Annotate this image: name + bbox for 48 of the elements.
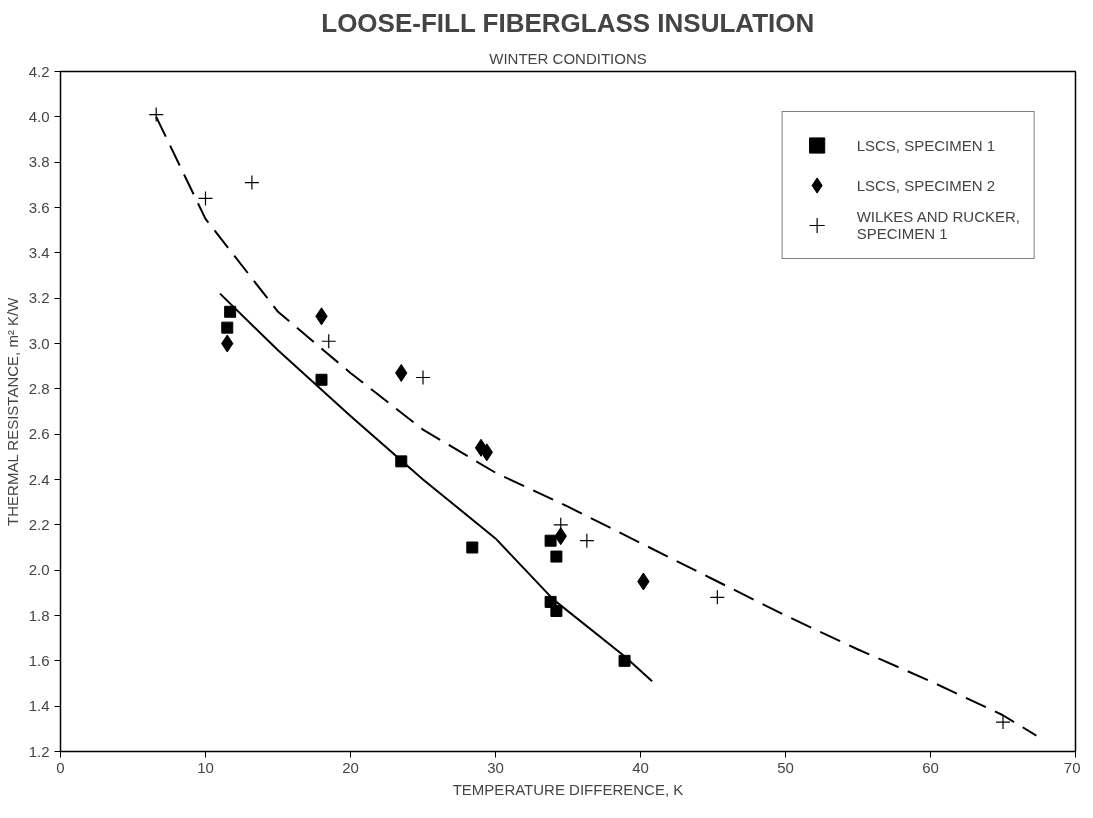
point [415, 369, 431, 386]
y-tick-label: 4.0 [28, 107, 50, 125]
y-tick-label: 3.0 [28, 334, 50, 352]
y-axis-title: THERMAL RESISTANCE, m² K/W [3, 296, 21, 526]
y-tick-label: 4.2 [28, 62, 50, 80]
point [197, 190, 214, 207]
point [221, 321, 234, 334]
x-tick-label: 20 [342, 758, 359, 776]
point [995, 714, 1011, 730]
point [550, 550, 563, 563]
x-tick-label: 70 [1063, 758, 1081, 776]
point [618, 654, 631, 667]
y-tick-label: 2.0 [28, 561, 50, 579]
y-tick-label: 3.8 [28, 153, 50, 171]
y-tick-label: 2.2 [28, 515, 50, 533]
point [709, 589, 725, 605]
x-tick-label: 30 [487, 758, 504, 776]
x-axis-title: TEMPERATURE DIFFERENCE, K [452, 780, 684, 798]
chart-title: LOOSE-FILL FIBERGLASS INSULATION [321, 7, 815, 38]
y-tick-label: 3.6 [28, 198, 50, 216]
point [544, 534, 557, 547]
x-tick-label: 60 [922, 758, 939, 776]
legend-label: WILKES AND RUCKER, SPECIMEN 1 [856, 208, 1020, 242]
y-tick-label: 3.2 [28, 289, 50, 307]
y-tick-label: 2.8 [28, 379, 50, 397]
y-tick-label: 1.8 [28, 606, 50, 624]
x-tick-label: 0 [56, 758, 65, 776]
chart-subtitle: WINTER CONDITIONS [489, 49, 647, 67]
point [550, 604, 563, 617]
x-tick-label: 40 [632, 758, 649, 776]
legend-label: LSCS, SPECIMEN 1 [856, 136, 996, 154]
point [321, 333, 337, 349]
point [244, 174, 260, 191]
point [224, 305, 237, 318]
y-tick-label: 1.2 [28, 742, 50, 760]
point [315, 373, 328, 386]
y-tick-label: 2.6 [28, 425, 50, 443]
legend-label: LSCS, SPECIMEN 2 [856, 176, 996, 194]
point [579, 533, 595, 549]
point [148, 106, 164, 123]
point [466, 541, 479, 554]
y-tick-label: 1.4 [28, 697, 50, 715]
x-tick-label: 50 [777, 758, 794, 776]
line-series [219, 292, 654, 683]
y-tick-label: 2.4 [28, 470, 50, 488]
x-tick-label: 10 [197, 758, 214, 776]
y-tick-label: 1.6 [28, 651, 50, 669]
y-tick-label: 3.4 [28, 243, 50, 261]
